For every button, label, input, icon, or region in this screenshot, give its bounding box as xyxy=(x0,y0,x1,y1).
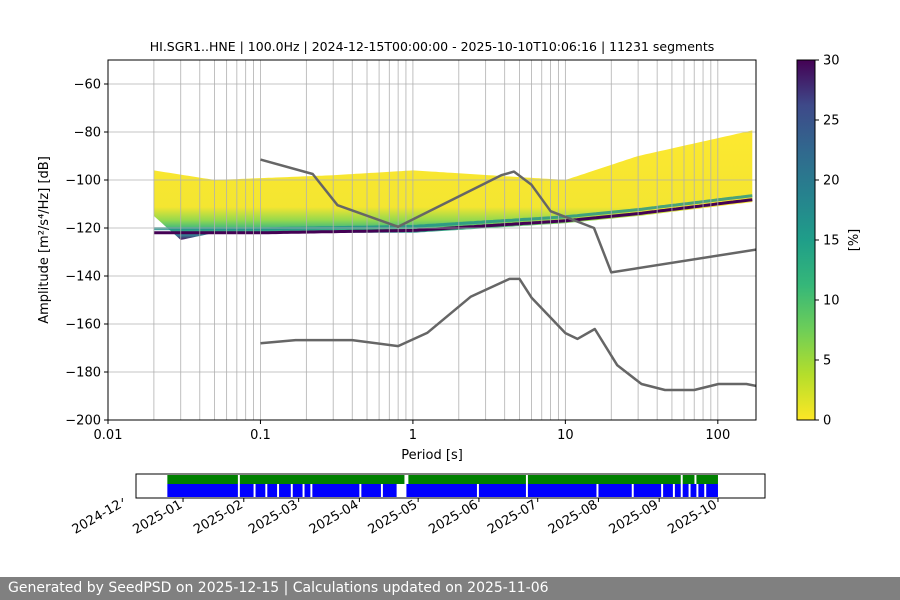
colorbar-tick-label: 10 xyxy=(823,294,840,309)
timeline-tick-label: 2025-06 xyxy=(426,497,481,537)
timeline-gap xyxy=(253,484,256,497)
timeline-gap xyxy=(380,484,383,497)
timeline-gap xyxy=(680,475,683,484)
noise-model-upper-line xyxy=(260,158,756,274)
timeline-tick-label: 2025-08 xyxy=(546,497,601,537)
timeline-gap xyxy=(302,484,305,497)
colorbar-gradient xyxy=(796,59,816,421)
timeline-bars xyxy=(167,475,718,497)
timeline-tick-label: 2024-12 xyxy=(70,497,125,537)
timeline-gap xyxy=(525,475,528,484)
y-tick-label: −80 xyxy=(74,126,101,141)
timeline-gap xyxy=(672,484,675,497)
timeline-bottom-bar xyxy=(167,484,718,497)
colorbar-tick-label: 0 xyxy=(823,414,831,429)
timeline-gap xyxy=(688,484,691,497)
timeline-top-bar xyxy=(167,475,718,484)
x-axis-label: Period [s] xyxy=(401,448,463,463)
y-tick-label: −180 xyxy=(65,366,101,381)
y-axis-label: Amplitude [m²/s⁴/Hz] [dB] xyxy=(37,156,52,324)
timeline-gap xyxy=(277,484,280,497)
timeline-tick-label: 2025-09 xyxy=(607,497,662,537)
timeline-gap xyxy=(661,484,664,497)
timeline-tick-label: 2025-02 xyxy=(191,497,246,537)
colorbar-tick-label: 5 xyxy=(823,354,831,369)
timeline-gap xyxy=(631,484,634,497)
y-axis-ticks: −200 −180 −160 −140 −120 −100 −80 −60 xyxy=(65,78,108,429)
timeline-gap xyxy=(265,484,268,497)
plot-frame xyxy=(107,59,757,421)
y-tick-label: −160 xyxy=(65,318,101,333)
x-tick-label: 0.01 xyxy=(94,428,123,443)
footer-text: Generated by SeedPSD on 2025-12-15 | Cal… xyxy=(0,577,900,600)
density-heatmap xyxy=(153,130,753,240)
timeline-gap xyxy=(694,475,697,484)
y-tick-label: −140 xyxy=(65,270,101,285)
data-availability-timeline: 2024-12 2025-01 2025-02 2025-03 2025-04 2025-… xyxy=(70,473,766,538)
x-tick-label: 1 xyxy=(409,428,417,443)
timeline-gap xyxy=(290,484,293,497)
timeline-gap xyxy=(596,484,599,497)
timeline-gap xyxy=(525,484,528,497)
timeline-gap xyxy=(680,484,683,497)
x-axis-ticks: 0.01 0.1 1 10 100 xyxy=(94,420,730,443)
colorbar-tick-label: 25 xyxy=(823,114,840,129)
colorbar: 0 5 10 15 20 25 30 [%] xyxy=(796,54,862,429)
timeline-gap xyxy=(704,484,707,497)
timeline-gap xyxy=(404,475,409,484)
timeline-gap xyxy=(359,484,362,497)
timeline-gap xyxy=(237,475,240,484)
x-tick-label: 0.1 xyxy=(250,428,271,443)
timeline-tick-label: 2025-04 xyxy=(307,497,362,537)
timeline-tick-label: 2025-10 xyxy=(665,497,720,537)
psd-plot-area: 0.01 0.1 1 10 100 −200 −180 −160 −140 −120 −100 −8… xyxy=(65,59,757,443)
colorbar-tick-label: 20 xyxy=(823,174,840,189)
timeline-frame xyxy=(135,473,766,499)
noise-model-lower-line xyxy=(260,277,756,392)
y-tick-label: −120 xyxy=(65,222,101,237)
y-tick-label: −100 xyxy=(65,174,101,189)
timeline-gap xyxy=(696,484,699,497)
y-tick-label: −60 xyxy=(74,78,101,93)
colorbar-tick-label: 15 xyxy=(823,234,840,249)
colorbar-tick-label: 30 xyxy=(823,54,840,69)
timeline-gap xyxy=(310,484,313,497)
x-tick-label: 10 xyxy=(557,428,574,443)
colorbar-ticks: 0 5 10 15 20 25 30 xyxy=(815,54,840,429)
timeline-tick-label: 2025-07 xyxy=(485,497,540,537)
timeline-gap xyxy=(396,484,407,497)
y-tick-label: −200 xyxy=(65,414,101,429)
timeline-tick-label: 2025-05 xyxy=(366,497,421,537)
noise-model-lines xyxy=(260,158,756,392)
timeline-gap xyxy=(237,484,240,497)
colorbar-label: [%] xyxy=(847,229,862,252)
timeline-tick-label: 2025-03 xyxy=(246,497,301,537)
timeline-gap xyxy=(476,484,479,497)
chart-title: HI.SGR1..HNE | 100.0Hz | 2024-12-15T00:0… xyxy=(150,39,715,54)
timeline-tick-label: 2025-01 xyxy=(130,497,185,537)
x-tick-label: 100 xyxy=(705,428,730,443)
plot-grid xyxy=(107,60,756,421)
timeline-ticks: 2024-12 2025-01 2025-02 2025-03 2025-04 2025-… xyxy=(70,497,720,537)
